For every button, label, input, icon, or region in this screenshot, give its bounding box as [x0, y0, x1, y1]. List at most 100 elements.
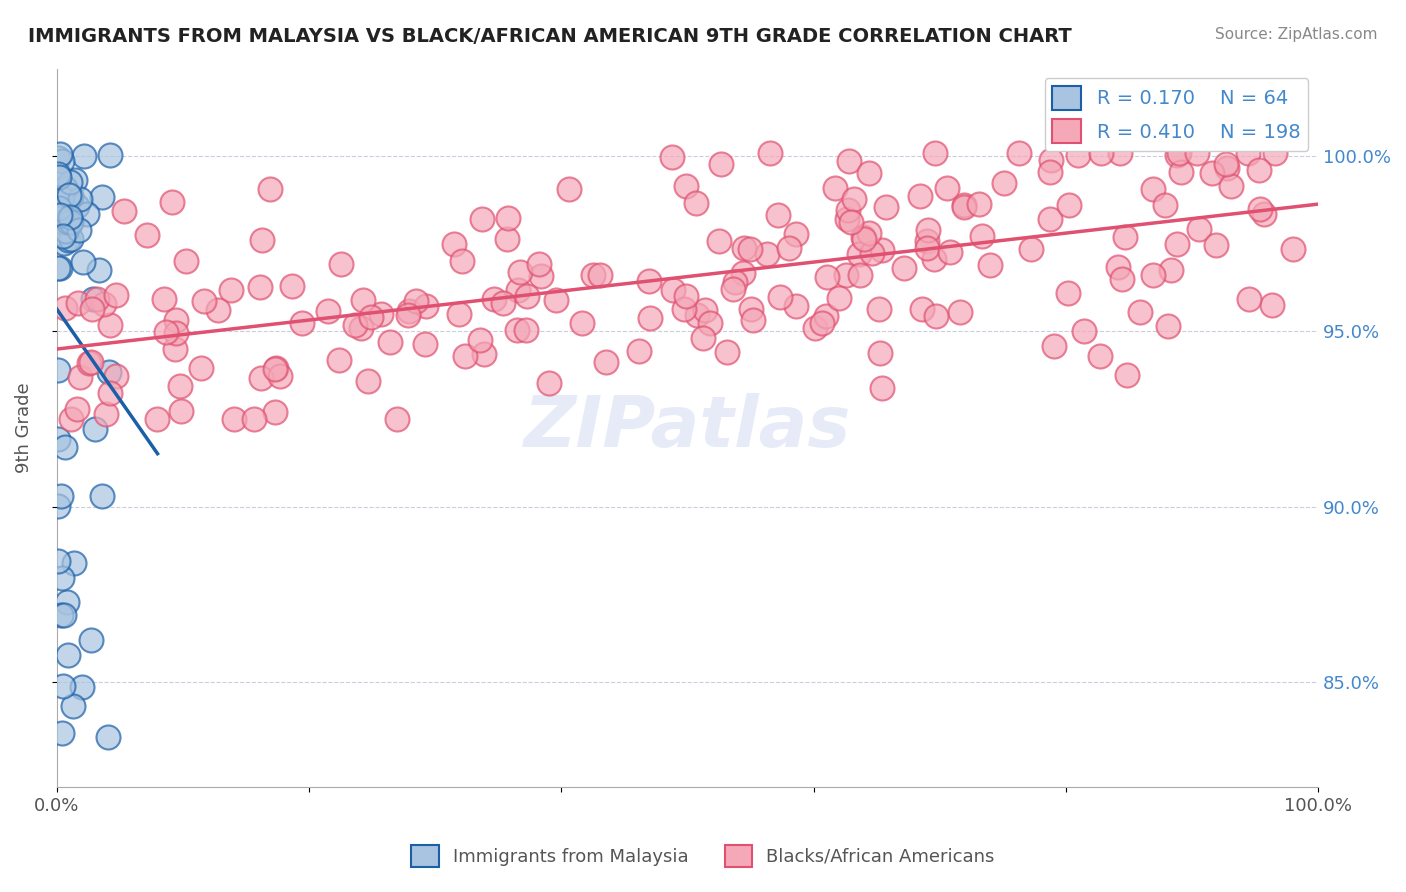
Point: [46, 554, 69, 568]
Point: [447, 307, 470, 321]
Point: [413, 337, 436, 351]
Point: [59, 176, 82, 190]
Point: [1142, 268, 1164, 282]
Point: [46, 203, 69, 218]
Point: [1247, 163, 1270, 178]
Point: [948, 304, 970, 318]
Point: [492, 296, 515, 310]
Point: [1090, 145, 1112, 160]
Point: [80, 632, 103, 647]
Point: [1188, 221, 1211, 235]
Point: [165, 326, 187, 340]
Point: [628, 344, 651, 359]
Point: [1253, 207, 1275, 221]
Point: [59, 215, 82, 229]
Point: [661, 150, 683, 164]
Point: [778, 241, 800, 255]
Point: [328, 353, 350, 368]
Point: [471, 212, 494, 227]
Point: [165, 343, 187, 357]
Point: [48, 260, 70, 275]
Point: [67, 296, 90, 310]
Point: [972, 229, 994, 244]
Point: [55, 223, 77, 237]
Point: [48, 170, 70, 185]
Point: [935, 181, 957, 195]
Point: [291, 316, 314, 330]
Point: [893, 260, 915, 275]
Point: [685, 196, 707, 211]
Point: [249, 371, 271, 385]
Point: [814, 310, 837, 324]
Point: [699, 317, 721, 331]
Point: [51, 489, 73, 503]
Point: [496, 232, 519, 246]
Point: [160, 194, 183, 209]
Point: [695, 302, 717, 317]
Point: [815, 270, 838, 285]
Point: [51, 153, 73, 168]
Point: [343, 318, 366, 332]
Point: [65, 172, 87, 186]
Point: [837, 212, 859, 227]
Point: [1160, 263, 1182, 277]
Point: [1205, 238, 1227, 252]
Point: [46, 151, 69, 165]
Point: [59, 210, 82, 224]
Point: [1115, 368, 1137, 383]
Point: [98, 318, 121, 333]
Point: [69, 192, 91, 206]
Point: [174, 254, 197, 268]
Point: [56, 233, 79, 247]
Point: [582, 268, 605, 282]
Point: [66, 401, 89, 416]
Point: [1187, 145, 1209, 160]
Point: [716, 345, 738, 359]
Point: [860, 246, 883, 260]
Point: [470, 333, 492, 347]
Point: [506, 284, 529, 298]
Point: [530, 268, 553, 283]
Point: [673, 301, 696, 316]
Point: [55, 301, 77, 316]
Point: [56, 595, 79, 609]
Point: [1109, 145, 1132, 160]
Point: [48, 211, 70, 226]
Point: [1282, 242, 1305, 256]
Point: [105, 368, 128, 383]
Point: [98, 148, 121, 162]
Point: [484, 292, 506, 306]
Point: [1220, 178, 1243, 193]
Point: [46, 167, 69, 181]
Point: [1215, 161, 1237, 175]
Point: [59, 232, 82, 246]
Point: [219, 283, 242, 297]
Point: [249, 279, 271, 293]
Point: [46, 499, 69, 513]
Point: [1114, 230, 1136, 244]
Point: [538, 376, 561, 390]
Point: [662, 284, 685, 298]
Point: [76, 207, 98, 221]
Point: [1261, 298, 1284, 312]
Point: [357, 374, 380, 388]
Point: [785, 227, 807, 242]
Point: [450, 253, 472, 268]
Point: [848, 246, 870, 260]
Point: [1237, 145, 1260, 160]
Point: [49, 208, 72, 222]
Point: [1057, 198, 1080, 212]
Point: [558, 182, 581, 196]
Point: [1170, 165, 1192, 179]
Point: [207, 303, 229, 318]
Point: [72, 254, 94, 268]
Point: [165, 313, 187, 327]
Point: [93, 297, 115, 311]
Point: [1264, 145, 1286, 160]
Point: [675, 289, 697, 303]
Point: [52, 215, 75, 229]
Point: [915, 234, 938, 248]
Point: [153, 293, 176, 307]
Point: [979, 259, 1001, 273]
Point: [766, 208, 789, 222]
